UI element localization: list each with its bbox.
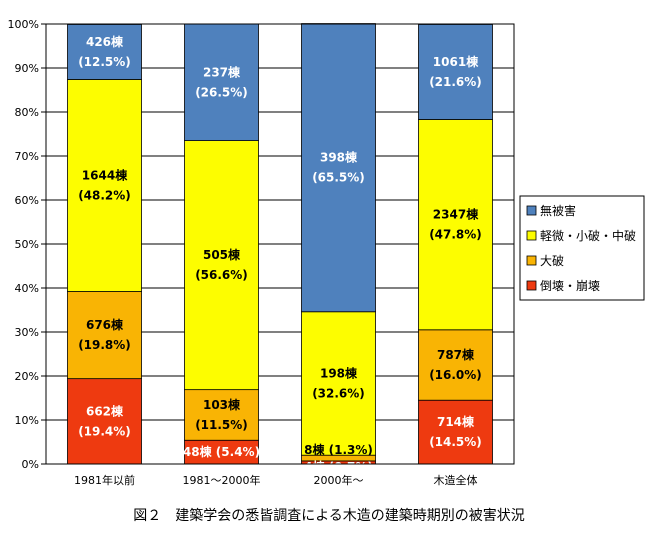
bar-data-label: 714棟 <box>437 414 475 429</box>
bar-data-label: 1644棟 <box>82 167 128 182</box>
x-tick-label: 1981～2000年 <box>183 473 261 487</box>
x-tick-label: 1981年以前 <box>74 473 135 487</box>
y-tick-label: 10% <box>15 414 39 427</box>
legend-label: 大破 <box>540 253 564 268</box>
y-tick-label: 80% <box>15 106 39 119</box>
bar-data-label: 4棟 (0.7%) <box>304 459 373 474</box>
bar-segment <box>184 389 259 441</box>
bar-segment <box>184 23 259 141</box>
bars-layer <box>67 23 493 465</box>
bar-segment <box>418 329 493 401</box>
bar-data-label: 787棟 <box>437 347 475 362</box>
bar-data-label: (65.5%) <box>312 171 365 185</box>
bar-data-label: (19.8%) <box>78 338 131 352</box>
legend-swatch <box>526 255 537 266</box>
bar-data-label: 662棟 <box>86 403 124 418</box>
bar-data-label: (47.8%) <box>429 228 482 242</box>
bar-data-label: 1061棟 <box>433 54 479 69</box>
bar-segment <box>418 24 493 120</box>
y-tick-label: 70% <box>15 150 39 163</box>
y-axis-ticks: 0% 10% 20% 30% 40% 50% 60% 70% 80% 90% 100% <box>8 18 46 471</box>
y-tick-label: 100% <box>8 18 39 31</box>
bar-data-label: 103棟 <box>203 397 241 412</box>
legend-swatch <box>526 205 537 216</box>
bar-data-label: 8棟 (1.3%) <box>304 442 373 457</box>
bar-data-label: 48棟 (5.4%) <box>183 444 260 459</box>
legend-box <box>519 195 645 301</box>
y-tick-label: 50% <box>15 238 39 251</box>
bar-segment <box>67 24 142 80</box>
plot-frame <box>45 23 515 465</box>
bar-segment <box>67 79 142 292</box>
bar-segment <box>418 399 493 465</box>
y-tick-label: 40% <box>15 282 39 295</box>
legend-swatch <box>526 280 537 291</box>
x-tick-label: 2000年～ <box>314 473 364 487</box>
bar-segment <box>67 378 142 465</box>
bar-data-label: 398棟 <box>320 150 358 165</box>
plot-border <box>45 23 515 465</box>
legend-swatch <box>526 230 537 241</box>
y-tick-label: 30% <box>15 326 39 339</box>
bar-segment <box>301 23 376 313</box>
bar-segment <box>184 140 259 391</box>
y-tick-label: 0% <box>22 458 39 471</box>
bar-data-label: 237棟 <box>203 64 241 79</box>
bar-data-label: (14.5%) <box>429 435 482 449</box>
x-axis-ticks: 1981年以前 1981～2000年 2000年～ 木造全体 <box>74 473 478 487</box>
bar-data-label: (19.4%) <box>78 424 131 438</box>
bar-segment <box>67 291 142 380</box>
bar-data-label: (11.5%) <box>195 418 248 432</box>
bar-data-label: (56.6%) <box>195 268 248 282</box>
bar-labels-layer: 662棟 (19.4%) 676棟 (19.8%) 1644棟 (48.2%) 426棟 (1… <box>78 34 482 474</box>
bar-data-label: 676棟 <box>86 317 124 332</box>
bar-segment <box>418 119 493 331</box>
bar-data-label: (32.6%) <box>312 386 365 400</box>
bar-data-label: (12.5%) <box>78 55 131 69</box>
bar-data-label: 198棟 <box>320 365 358 380</box>
bar-segment <box>301 311 376 456</box>
bar-data-label: 2347棟 <box>433 207 479 222</box>
legend-label: 無被害 <box>540 203 576 218</box>
x-tick-label: 木造全体 <box>434 473 478 487</box>
bar-data-label: (21.6%) <box>429 75 482 89</box>
bar-data-label: 505棟 <box>203 247 241 262</box>
bar-data-label: (16.0%) <box>429 368 482 382</box>
y-tick-label: 60% <box>15 194 39 207</box>
chart-caption: 図２ 建築学会の悉皆調査による木造の建築時期別の被害状況 <box>133 508 525 524</box>
y-tick-label: 20% <box>15 370 39 383</box>
bar-data-label: (26.5%) <box>195 85 248 99</box>
bar-data-label: 426棟 <box>86 34 124 49</box>
legend-label: 倒壊・崩壊 <box>540 279 600 293</box>
legend-label: 軽微・小破・中破 <box>540 228 636 243</box>
y-tick-label: 90% <box>15 62 39 75</box>
bar-data-label: (48.2%) <box>78 188 131 202</box>
